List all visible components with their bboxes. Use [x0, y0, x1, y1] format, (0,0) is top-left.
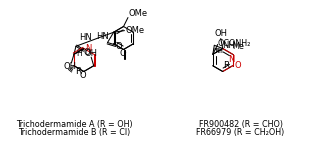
Text: OMe: OMe	[125, 26, 144, 35]
Text: Trichodermamide B (R = Cl): Trichodermamide B (R = Cl)	[18, 128, 130, 138]
Text: O: O	[234, 61, 241, 70]
Text: FR900482 (R = CHO): FR900482 (R = CHO)	[198, 120, 283, 130]
Text: HN: HN	[79, 33, 92, 42]
Text: O: O	[116, 42, 122, 51]
Text: HN: HN	[96, 32, 109, 41]
Text: "H: "H	[212, 48, 221, 54]
Text: OH: OH	[64, 62, 77, 71]
Text: H: H	[76, 49, 82, 58]
Text: OH: OH	[214, 29, 227, 38]
Text: OCONH₂: OCONH₂	[218, 39, 251, 48]
Text: N: N	[85, 44, 91, 53]
Text: FR66979 (R = CH₂OH): FR66979 (R = CH₂OH)	[197, 128, 285, 138]
Text: O: O	[83, 48, 90, 57]
Text: "H: "H	[214, 48, 223, 54]
Text: R: R	[223, 61, 230, 70]
Text: Trichodermamide A (R = OH): Trichodermamide A (R = OH)	[16, 120, 132, 130]
Text: OH: OH	[85, 49, 98, 58]
Text: R: R	[75, 67, 81, 76]
Text: OMe: OMe	[129, 9, 148, 18]
Text: O: O	[119, 49, 126, 58]
Text: Me: Me	[233, 42, 245, 51]
Text: O: O	[80, 71, 86, 80]
Text: N: N	[228, 55, 235, 64]
Text: NH: NH	[222, 41, 235, 50]
